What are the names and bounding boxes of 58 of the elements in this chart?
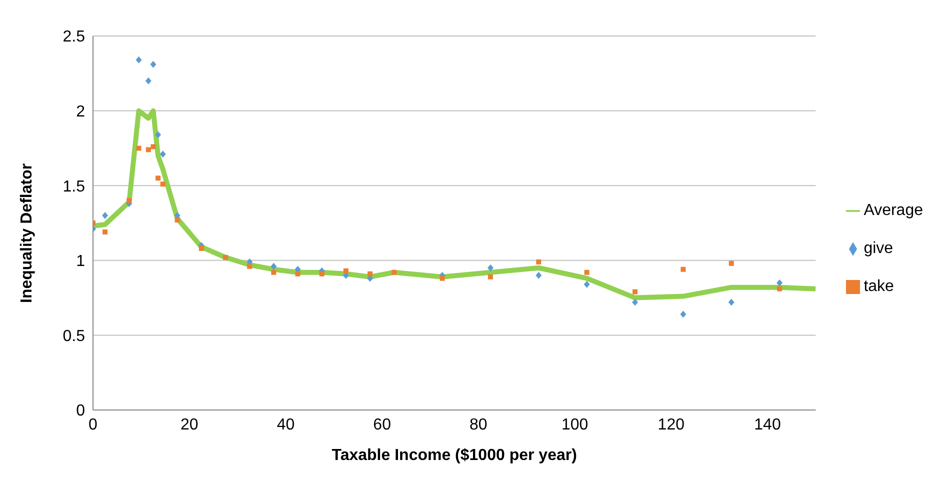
y-tick-label: 0	[76, 402, 86, 420]
x-tick-label: 20	[180, 416, 198, 434]
point	[488, 274, 493, 280]
point	[126, 198, 132, 204]
point	[728, 260, 734, 266]
legend-label: take	[864, 278, 894, 295]
y-tick-label: 2	[76, 103, 86, 120]
point	[536, 259, 542, 264]
point	[319, 271, 324, 276]
point	[271, 270, 276, 275]
point	[146, 147, 151, 152]
point	[222, 254, 228, 260]
legend-label: Average	[864, 202, 923, 219]
point	[680, 266, 686, 272]
x-tick-label: 100	[561, 416, 588, 434]
point	[156, 176, 161, 181]
point	[777, 286, 782, 292]
point	[632, 289, 638, 294]
point	[102, 212, 108, 220]
point	[160, 182, 166, 187]
point	[295, 271, 300, 276]
point	[440, 276, 445, 281]
point	[102, 229, 108, 234]
legend-label: give	[864, 240, 894, 257]
point	[150, 144, 156, 150]
point	[632, 298, 638, 306]
point	[728, 298, 734, 306]
y-tick-label: 1	[76, 253, 86, 270]
point	[136, 56, 142, 64]
point	[343, 268, 348, 274]
point	[536, 272, 542, 279]
y-axis-title: Inequality Deflator	[18, 163, 36, 303]
point	[160, 150, 166, 158]
x-tick-label: 80	[470, 416, 488, 434]
x-tick-label: 140	[754, 416, 781, 434]
point	[247, 264, 252, 269]
point	[584, 270, 590, 275]
x-axis-title: Taxable Income ($1000 per year)	[332, 447, 577, 464]
x-tick-label: 120	[658, 416, 685, 434]
point	[776, 279, 783, 286]
point	[487, 264, 494, 272]
point	[198, 246, 204, 251]
point	[368, 271, 373, 276]
point	[392, 270, 397, 275]
point	[145, 77, 152, 84]
point	[270, 262, 277, 270]
y-tick-label: 1.5	[62, 178, 86, 196]
point	[174, 218, 180, 223]
point	[136, 146, 142, 151]
point	[680, 310, 686, 318]
y-tick-label: 2.5	[62, 28, 86, 46]
y-tick-label: 0.5	[62, 328, 86, 345]
point	[150, 60, 156, 68]
x-tick-label: 60	[373, 416, 392, 434]
x-tick-label: 0	[88, 416, 98, 434]
x-tick-label: 40	[276, 416, 295, 434]
point	[584, 280, 590, 288]
point	[155, 131, 162, 138]
